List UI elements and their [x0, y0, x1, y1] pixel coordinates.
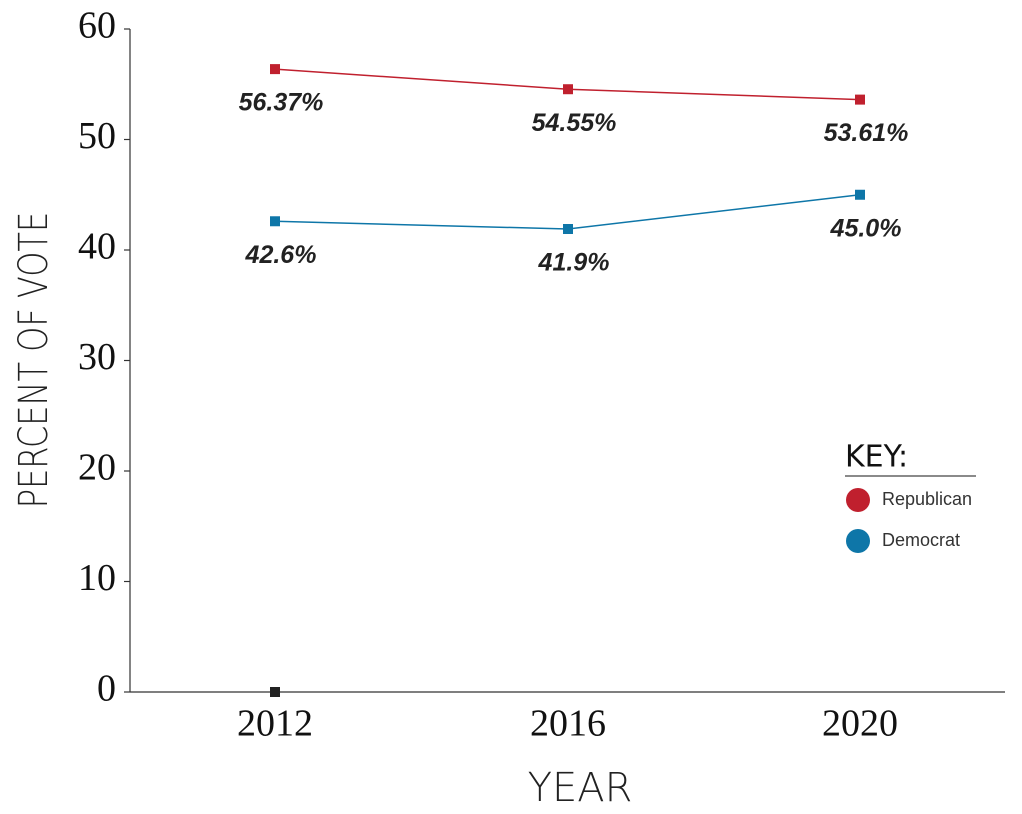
legend-swatch — [846, 529, 870, 553]
data-label: 53.61% — [824, 119, 909, 147]
y-tick-label: 20 — [78, 447, 116, 489]
point-marker — [855, 94, 865, 105]
y-tick-label: 40 — [78, 226, 116, 268]
y-tick-label: 60 — [78, 5, 116, 47]
point-marker — [563, 84, 573, 95]
data-label: 42.6% — [245, 241, 317, 269]
data-label: 56.37% — [239, 89, 324, 117]
y-tick-label: 0 — [97, 668, 116, 710]
x-tick-label: 2012 — [237, 703, 313, 745]
y-tick-label: 50 — [78, 115, 116, 157]
point-marker — [270, 687, 280, 697]
x-axis-title: YEAR — [528, 765, 633, 811]
point-marker — [270, 64, 280, 75]
legend-label: Republican — [882, 489, 972, 509]
legend-title: KEY: — [845, 440, 908, 475]
point-marker — [563, 224, 573, 235]
y-axis-title: PERCENT OF VOTE — [9, 212, 56, 508]
data-label: 41.9% — [538, 249, 610, 277]
legend-swatch — [846, 488, 870, 512]
point-marker — [270, 216, 280, 227]
point-marker — [855, 189, 865, 200]
x-tick-label: 2020 — [822, 703, 898, 745]
series-line — [274, 194, 861, 230]
data-label: 54.55% — [532, 109, 617, 137]
legend-label: Democrat — [882, 530, 960, 550]
x-tick-label: 2016 — [530, 703, 606, 745]
data-label: 45.0% — [830, 214, 902, 242]
y-tick-label: 30 — [78, 336, 116, 378]
y-tick-label: 10 — [78, 557, 116, 599]
